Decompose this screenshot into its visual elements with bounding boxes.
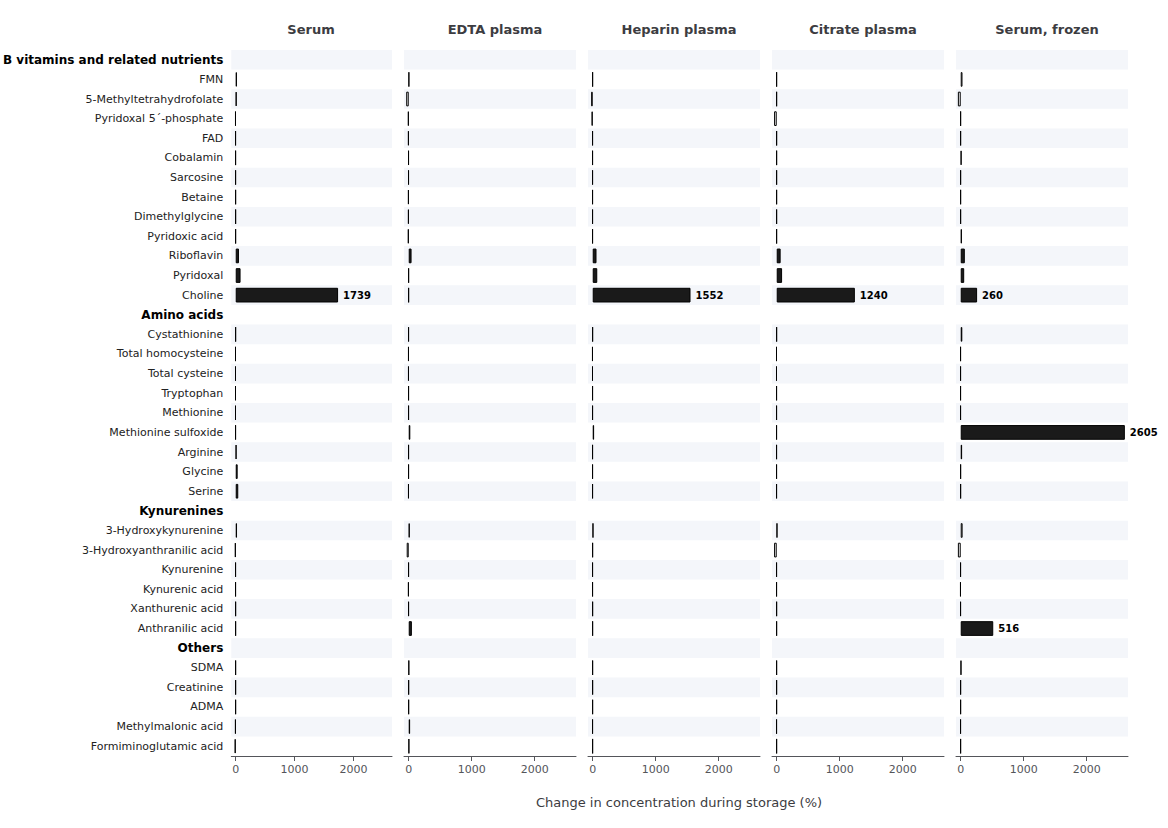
svg-text:2000: 2000 [521,763,549,776]
svg-text:Citrate plasma: Citrate plasma [809,22,917,37]
svg-text:Riboflavin: Riboflavin [169,249,224,262]
svg-text:Creatinine: Creatinine [167,681,224,694]
svg-text:FMN: FMN [199,73,223,86]
svg-text:Serum: Serum [287,22,334,37]
svg-text:2605: 2605 [1130,427,1158,438]
svg-text:Xanthurenic acid: Xanthurenic acid [130,602,223,615]
svg-text:1000: 1000 [642,763,670,776]
svg-text:Betaine: Betaine [181,191,223,204]
svg-text:Pyridoxal 5´-phosphate: Pyridoxal 5´-phosphate [95,112,224,125]
svg-text:Serine: Serine [188,485,223,498]
svg-text:0: 0 [589,763,596,776]
svg-text:Change in concentration during: Change in concentration during storage (… [536,795,822,810]
svg-text:0: 0 [773,763,780,776]
svg-text:Serum, frozen: Serum, frozen [995,22,1099,37]
svg-text:Pyridoxal: Pyridoxal [173,269,223,282]
svg-text:Sarcosine: Sarcosine [170,171,224,184]
svg-text:2000: 2000 [889,763,917,776]
svg-text:Kynurenines: Kynurenines [139,504,223,518]
svg-text:FAD: FAD [202,132,223,145]
svg-text:Anthranilic acid: Anthranilic acid [138,622,224,635]
svg-text:Dimethylglycine: Dimethylglycine [134,210,223,223]
svg-text:1240: 1240 [860,290,888,301]
svg-text:Arginine: Arginine [178,446,224,459]
svg-text:B vitamins and related nutrien: B vitamins and related nutrients [3,53,223,67]
svg-text:Others: Others [178,641,224,655]
svg-text:3-Hydroxykynurenine: 3-Hydroxykynurenine [106,524,224,537]
svg-text:516: 516 [998,623,1019,634]
svg-text:5-Methyltetrahydrofolate: 5-Methyltetrahydrofolate [86,93,224,106]
svg-text:Kynurenic acid: Kynurenic acid [143,583,223,596]
svg-text:1552: 1552 [696,290,724,301]
svg-text:2000: 2000 [1073,763,1101,776]
svg-text:Cobalamin: Cobalamin [165,151,224,164]
svg-text:260: 260 [982,290,1003,301]
svg-text:1000: 1000 [458,763,486,776]
svg-text:Pyridoxic acid: Pyridoxic acid [147,230,223,243]
svg-text:Methionine sulfoxide: Methionine sulfoxide [109,426,223,439]
svg-text:2000: 2000 [705,763,733,776]
svg-text:Glycine: Glycine [182,465,223,478]
svg-text:Heparin plasma: Heparin plasma [621,22,736,37]
svg-text:Total cysteine: Total cysteine [147,367,224,380]
svg-text:1739: 1739 [343,290,371,301]
svg-text:Cystathionine: Cystathionine [147,328,223,341]
svg-text:Tryptophan: Tryptophan [160,387,223,400]
svg-text:Choline: Choline [182,289,223,302]
svg-text:Amino acids: Amino acids [141,308,223,322]
svg-text:ADMA: ADMA [190,700,223,713]
svg-text:0: 0 [405,763,412,776]
svg-text:1000: 1000 [1010,763,1038,776]
svg-text:Kynurenine: Kynurenine [162,563,224,576]
svg-text:Total homocysteine: Total homocysteine [116,347,224,360]
svg-text:2000: 2000 [339,763,367,776]
svg-text:0: 0 [232,763,239,776]
svg-text:SDMA: SDMA [191,661,224,674]
svg-text:0: 0 [957,763,964,776]
svg-text:Methionine: Methionine [162,406,223,419]
svg-text:1000: 1000 [281,763,309,776]
svg-text:1000: 1000 [826,763,854,776]
svg-text:3-Hydroxyanthranilic acid: 3-Hydroxyanthranilic acid [82,544,223,557]
svg-text:EDTA plasma: EDTA plasma [448,22,543,37]
svg-text:Formiminoglutamic acid: Formiminoglutamic acid [91,740,223,753]
svg-text:Methylmalonic acid: Methylmalonic acid [117,720,224,733]
